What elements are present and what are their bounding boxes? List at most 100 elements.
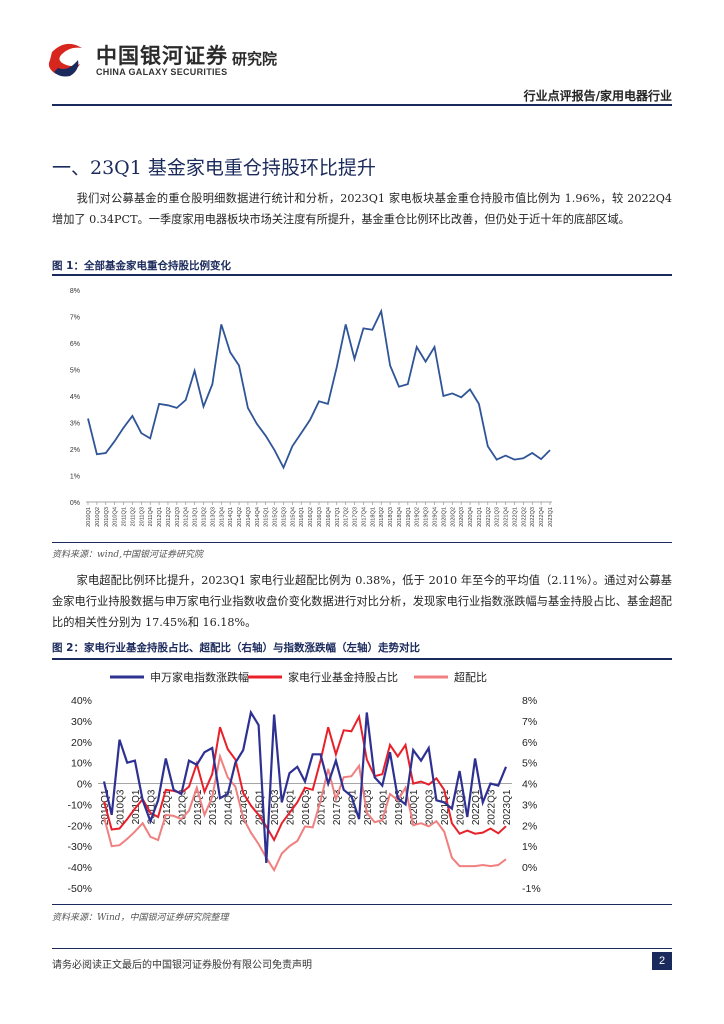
x-tick-label: 2011Q4 — [148, 507, 154, 527]
x-tick-label: 2014Q3 — [239, 789, 250, 825]
left-axis-tick-label: -30% — [67, 841, 92, 853]
x-tick-label: 2018Q3 — [363, 789, 374, 825]
x-tick-label: 2018Q2 — [379, 507, 385, 527]
x-tick-label: 2012Q1 — [162, 789, 173, 825]
footer-disclaimer: 请务必阅读正文最后的中国银河证券股份有限公司免责声明 — [52, 960, 312, 971]
x-tick-label: 2010Q3 — [115, 789, 126, 825]
x-tick-label: 2021Q3 — [456, 789, 467, 825]
index-change-line — [102, 709, 508, 863]
x-tick-label: 2015Q4 — [290, 507, 296, 527]
x-tick-label: 2012Q4 — [184, 507, 190, 527]
y-tick-label: 4% — [70, 394, 80, 401]
x-tick-label: 2020Q1 — [441, 507, 447, 527]
fund-holding-ratio-line — [103, 713, 507, 843]
left-axis-tick-label: 0% — [77, 779, 92, 791]
right-axis-tick-label: 1% — [522, 841, 537, 853]
right-axis-tick-label: 5% — [522, 758, 537, 770]
left-axis-tick-label: -50% — [67, 883, 92, 895]
figure-2-bottom-rule — [52, 904, 672, 905]
figure-1-bottom-rule — [52, 542, 672, 543]
x-tick-label: 2011Q3 — [146, 789, 157, 824]
x-tick-label: 2015Q2 — [273, 507, 279, 527]
x-tick-label: 2017Q3 — [332, 789, 343, 825]
x-tick-label: 2020Q3 — [425, 789, 436, 825]
x-tick-label: 2016Q1 — [286, 789, 297, 825]
right-axis-tick-label: 7% — [522, 716, 537, 728]
x-tick-label: 2010Q4 — [113, 507, 119, 527]
paragraph-2: 家电超配比例环比提升，2023Q1 家电行业超配比例为 0.38%，低于 201… — [52, 574, 672, 629]
x-tick-label: 2017Q1 — [316, 789, 327, 825]
x-tick-label: 2019Q2 — [415, 507, 421, 527]
right-axis-tick-label: -1% — [522, 883, 541, 895]
x-tick-label: 2022Q4 — [539, 507, 545, 527]
x-tick-label: 2014Q3 — [246, 507, 252, 527]
x-tick-label: 2019Q1 — [406, 507, 412, 527]
legend-label: 家电行业基金持股占比 — [288, 670, 398, 684]
report-type: 行业点评报告/家用电器行业 — [523, 89, 672, 103]
x-tick-label: 2014Q1 — [224, 789, 235, 825]
right-axis-tick-label: 8% — [522, 695, 537, 707]
x-tick-label: 2021Q1 — [477, 507, 483, 527]
x-tick-label: 2013Q1 — [193, 507, 199, 527]
right-axis-tick-label: 6% — [522, 737, 537, 749]
x-tick-label: 2021Q3 — [495, 507, 501, 527]
x-tick-label: 2016Q3 — [317, 507, 323, 527]
left-axis-tick-label: 30% — [71, 716, 92, 728]
y-tick-label: 7% — [70, 315, 80, 322]
x-tick-label: 2012Q1 — [157, 507, 163, 527]
x-tick-label: 2018Q4 — [397, 507, 403, 527]
x-tick-label: 2017Q2 — [344, 507, 350, 527]
x-tick-label: 2021Q1 — [440, 789, 451, 825]
y-tick-label: 5% — [70, 368, 80, 375]
x-tick-label: 2017Q3 — [353, 507, 359, 527]
x-tick-label: 2016Q4 — [326, 507, 332, 527]
x-tick-label: 2013Q3 — [208, 789, 219, 825]
x-tick-label: 2015Q3 — [270, 789, 281, 825]
left-axis-tick-label: 40% — [71, 695, 92, 707]
x-tick-label: 2015Q3 — [281, 507, 287, 527]
figure-1-source: 资料来源：wind,中国银河证券研究院 — [52, 550, 204, 560]
x-tick-label: 2017Q1 — [335, 507, 341, 527]
x-tick-label: 2023Q1 — [502, 789, 513, 825]
y-tick-label: 1% — [70, 474, 80, 481]
x-tick-label: 2013Q2 — [202, 507, 208, 527]
legend-label: 超配比 — [454, 670, 487, 684]
x-tick-label: 2019Q3 — [424, 507, 430, 527]
figure-2-chart: 申万家电指数涨跌幅 家电行业基金持股占比 超配比 -50% -40% -30% -20% -1… — [67, 670, 541, 895]
y-tick-label: 6% — [70, 341, 80, 348]
left-axis-tick-label: 20% — [71, 737, 92, 749]
footer-divider — [52, 948, 672, 949]
figure-2-rule — [52, 658, 672, 660]
x-tick-label: 2014Q1 — [228, 507, 234, 527]
x-tick-label: 2013Q3 — [210, 507, 216, 527]
y-tick-label: 8% — [70, 288, 80, 295]
x-tick-label: 2019Q1 — [378, 789, 389, 825]
overweight-ratio-line — [103, 752, 507, 873]
x-tick-label: 2018Q3 — [388, 507, 394, 527]
x-tick-label: 2012Q3 — [175, 507, 181, 527]
x-tick-label: 2020Q3 — [459, 507, 465, 527]
right-axis-tick-label: 0% — [522, 862, 537, 874]
y-tick-label: 3% — [70, 421, 80, 428]
institute-label: 研究院 — [232, 50, 278, 68]
figure-2-source: 资料来源：Wind，中国银河证券研究院整理 — [52, 913, 229, 923]
x-tick-label: 2013Q1 — [193, 789, 204, 825]
x-tick-label: 2014Q4 — [255, 507, 261, 527]
x-tick-label: 2023Q1 — [548, 507, 554, 527]
left-axis-tick-label: -20% — [67, 820, 92, 832]
page-number: 2 — [652, 952, 672, 970]
x-tick-label: 2011Q3 — [139, 507, 145, 527]
x-tick-label: 2012Q2 — [166, 507, 172, 527]
x-tick-label: 2020Q1 — [409, 789, 420, 825]
brand-name-en: CHINA GALAXY SECURITIES — [96, 67, 228, 77]
left-axis-tick-label: -40% — [67, 862, 92, 874]
x-tick-label: 2016Q1 — [299, 507, 305, 527]
galaxy-logo-icon — [46, 40, 86, 80]
legend-label: 申万家电指数涨跌幅 — [150, 670, 249, 684]
x-tick-label: 2021Q4 — [504, 507, 510, 527]
paragraph-1: 我们对公募基金的重仓股明细数据进行统计和分析，2023Q1 家电板块基金重仓持股… — [52, 192, 672, 226]
x-tick-label: 2011Q2 — [130, 507, 136, 527]
x-tick-label: 2010Q1 — [86, 507, 92, 527]
x-tick-label: 2019Q4 — [433, 507, 439, 527]
right-axis-tick-label: 2% — [522, 820, 537, 832]
